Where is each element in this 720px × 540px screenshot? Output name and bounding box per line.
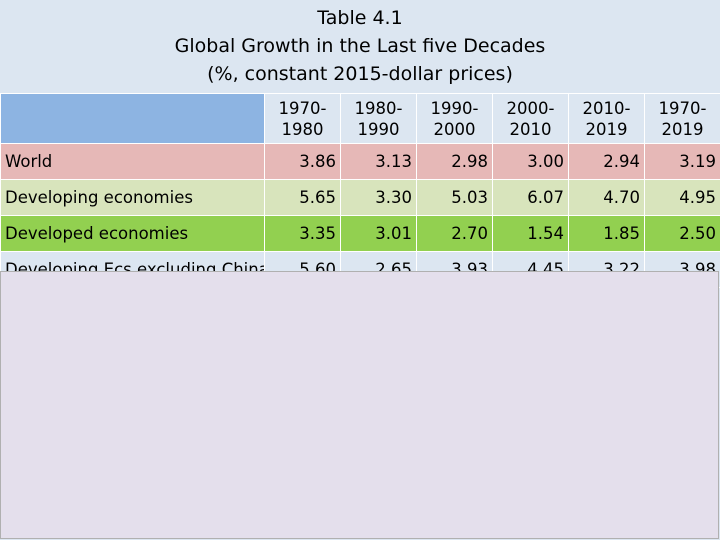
value-cell: 5.03: [416, 179, 493, 216]
table-number: Table 4.1: [317, 7, 403, 29]
header-row: 1970- 1980 1980- 1990 1990- 2000 2000- 2010 …: [0, 93, 720, 144]
value-cell: 3.19: [644, 143, 720, 180]
growth-table: 1970- 1980 1980- 1990 1990- 2000 2000- 2010 …: [0, 93, 720, 288]
value-cell: 4.95: [644, 179, 720, 216]
column-header: 2000- 2010: [492, 93, 569, 144]
column-header: 2010- 2019: [568, 93, 645, 144]
value-cell: 2.70: [416, 215, 493, 252]
header-corner-cell: [0, 93, 265, 144]
row-label: World: [0, 143, 265, 180]
table-row: Developed economies 3.35 3.01 2.70 1.54 …: [0, 215, 720, 252]
column-header: 1980- 1990: [340, 93, 417, 144]
row-label: Developed economies: [0, 215, 265, 252]
value-cell: 1.85: [568, 215, 645, 252]
table-title: Table 4.1 Global Growth in the Last five…: [0, 4, 720, 88]
column-header: 1990- 2000: [416, 93, 493, 144]
value-cell: 3.30: [340, 179, 417, 216]
value-cell: 2.94: [568, 143, 645, 180]
value-cell: 2.50: [644, 215, 720, 252]
value-cell: 3.01: [340, 215, 417, 252]
value-cell: 3.13: [340, 143, 417, 180]
table-row: Developing economies 5.65 3.30 5.03 6.07…: [0, 179, 720, 216]
value-cell: 1.54: [492, 215, 569, 252]
value-cell: 6.07: [492, 179, 569, 216]
value-cell: 2.98: [416, 143, 493, 180]
column-header: 1970- 2019: [644, 93, 720, 144]
value-cell: 5.65: [264, 179, 341, 216]
value-cell: 3.86: [264, 143, 341, 180]
overlay-panel: [0, 271, 719, 539]
table-heading: Global Growth in the Last five Decades: [174, 35, 546, 57]
table-row: World 3.86 3.13 2.98 3.00 2.94 3.19: [0, 143, 720, 180]
value-cell: 3.35: [264, 215, 341, 252]
column-header: 1970- 1980: [264, 93, 341, 144]
table-units: (%, constant 2015-dollar prices): [207, 63, 513, 85]
value-cell: 4.70: [568, 179, 645, 216]
value-cell: 3.00: [492, 143, 569, 180]
row-label: Developing economies: [0, 179, 265, 216]
